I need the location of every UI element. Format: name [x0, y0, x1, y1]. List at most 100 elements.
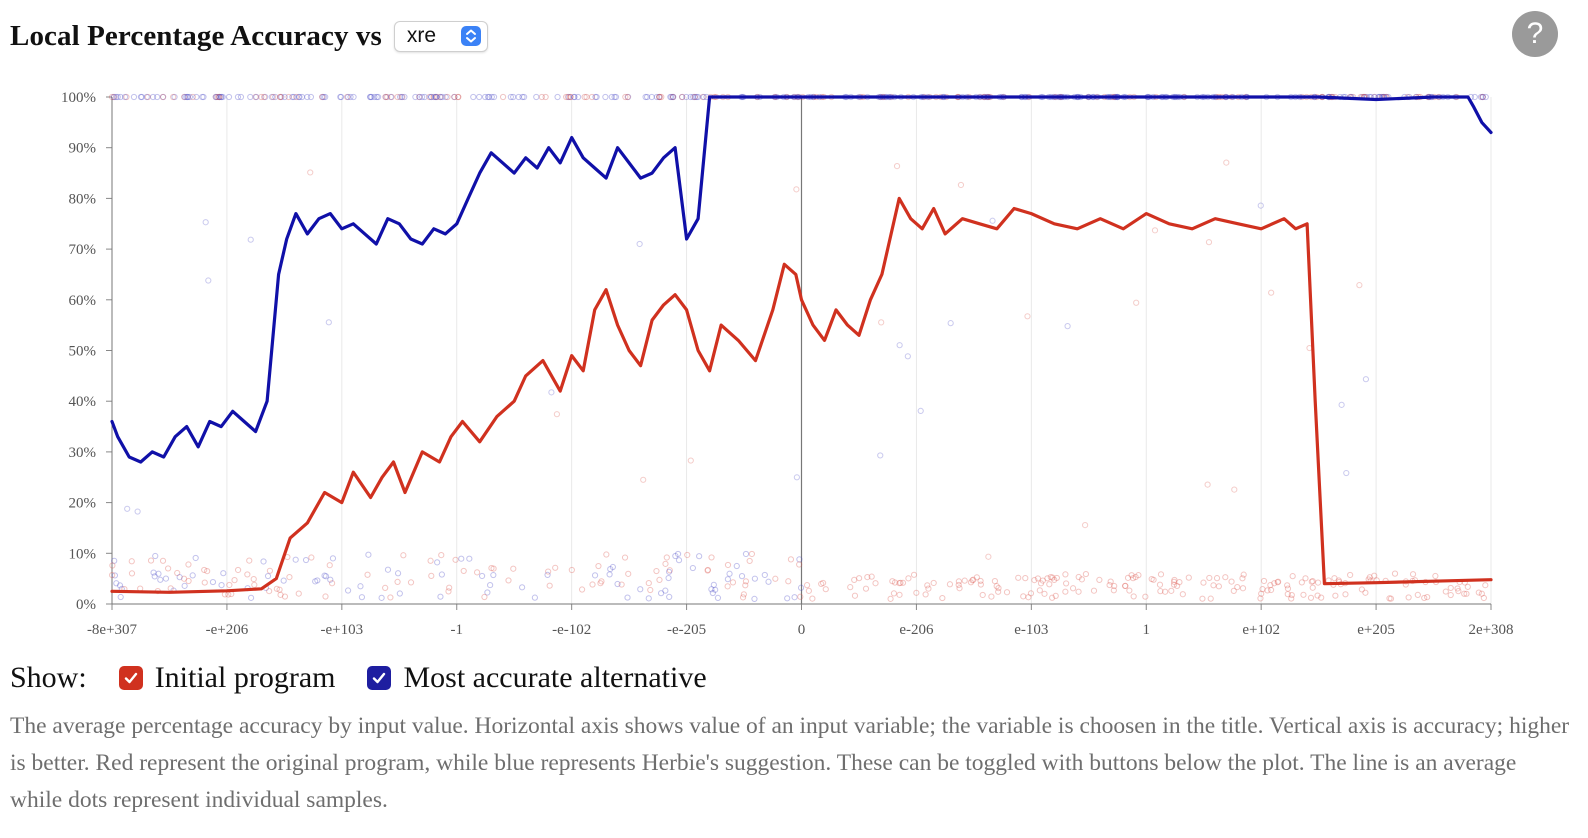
- sample-dot: [478, 572, 486, 580]
- sample-dot: [726, 570, 733, 577]
- sample-dot: [714, 594, 722, 601]
- sample-dot: [337, 93, 344, 101]
- y-tick-label: 50%: [69, 344, 97, 360]
- help-button[interactable]: ?: [1512, 11, 1558, 57]
- sample-dot: [292, 556, 299, 563]
- sample-dot: [818, 580, 825, 587]
- sample-dot: [872, 580, 879, 587]
- sample-dot: [438, 571, 445, 578]
- sample-dot: [761, 571, 768, 579]
- series-line-most-accurate-alternative: [110, 95, 1493, 464]
- sample-dot: [1150, 576, 1157, 583]
- sample-dot: [1471, 93, 1478, 101]
- checkbox-checked-icon[interactable]: [367, 666, 392, 690]
- sample-dot: [1480, 594, 1487, 602]
- sample-dot: [970, 576, 977, 583]
- sample-dot: [1205, 239, 1213, 246]
- sample-dot: [668, 93, 675, 101]
- sample-dot: [302, 556, 310, 564]
- sample-dot: [1044, 575, 1051, 582]
- sample-dot: [675, 557, 683, 564]
- sample-dot: [581, 93, 588, 101]
- variable-select[interactable]: xre: [393, 20, 488, 52]
- sample-dot: [266, 588, 273, 595]
- sample-dot: [603, 551, 610, 558]
- sample-dot: [985, 553, 992, 560]
- sample-dot: [367, 93, 374, 101]
- sample-dot: [1482, 93, 1489, 101]
- sample-dot: [564, 93, 571, 101]
- sample-dot: [598, 578, 605, 585]
- sample-dot: [1148, 575, 1155, 583]
- checkbox-checked-icon[interactable]: [118, 666, 143, 690]
- sample-dot: [591, 572, 599, 579]
- sample-dot: [567, 93, 574, 101]
- sample-dot: [1052, 592, 1059, 599]
- sample-dot: [625, 570, 632, 577]
- sample-dot: [185, 561, 192, 568]
- legend: Show: Initial program Most accurate alte…: [10, 658, 707, 698]
- toggle-initial-program[interactable]: Initial program: [118, 661, 335, 695]
- sample-dot: [466, 555, 473, 562]
- sample-dot: [510, 93, 517, 101]
- sample-dot: [1107, 578, 1114, 585]
- sample-dot: [507, 93, 514, 101]
- sample-dot: [460, 567, 467, 575]
- sample-dot: [416, 93, 423, 101]
- sample-dot: [905, 575, 912, 582]
- sample-dot: [663, 554, 670, 561]
- sample-dot: [451, 93, 458, 101]
- sample-dot: [957, 181, 965, 189]
- sample-dot: [247, 236, 254, 243]
- sample-dot: [1215, 583, 1222, 590]
- sample-dot: [442, 93, 449, 101]
- sample-dot: [612, 93, 620, 101]
- sample-dot: [565, 93, 572, 101]
- y-tick-label: 10%: [69, 546, 97, 562]
- sample-dot: [159, 557, 167, 564]
- sample-dot: [973, 574, 980, 581]
- sample-dot: [1288, 591, 1295, 599]
- sample-dot: [1142, 593, 1149, 600]
- sample-dot: [113, 580, 120, 587]
- sample-dot: [666, 593, 673, 600]
- sample-dot: [1387, 595, 1395, 602]
- sample-dot: [1257, 202, 1264, 209]
- sample-dot: [515, 93, 522, 101]
- sample-dot: [357, 583, 364, 590]
- sample-dot: [856, 575, 863, 582]
- sample-dot: [451, 93, 458, 101]
- sample-dot: [691, 93, 699, 101]
- sample-dot: [1260, 577, 1268, 585]
- sample-dots: [108, 93, 1489, 602]
- sample-dot: [277, 93, 284, 101]
- sample-dot: [276, 586, 283, 593]
- sample-dot: [740, 591, 747, 598]
- sample-dot: [181, 93, 188, 101]
- sample-dot: [185, 577, 192, 585]
- sample-dot: [374, 93, 382, 101]
- sample-dot: [216, 93, 223, 101]
- sample-dot: [189, 93, 196, 101]
- sample-dot: [890, 590, 898, 597]
- sample-dot: [171, 93, 178, 101]
- sample-dot: [653, 93, 660, 101]
- sample-dot: [277, 591, 284, 598]
- sample-dot: [219, 93, 226, 101]
- sample-dot: [388, 93, 395, 101]
- toggle-most-accurate-alternative[interactable]: Most accurate alternative: [367, 661, 707, 695]
- sample-dot: [666, 567, 673, 574]
- sample-dot: [201, 579, 208, 586]
- sample-dot: [751, 595, 758, 602]
- sample-dot: [658, 93, 665, 101]
- sample-dot: [1110, 587, 1117, 594]
- sample-dot: [428, 93, 435, 101]
- sample-dot: [1318, 594, 1325, 601]
- sample-dot: [1162, 588, 1169, 595]
- sample-dot: [387, 93, 394, 101]
- x-tick-label: -e-102: [552, 622, 591, 638]
- sample-dot: [822, 586, 829, 593]
- y-tick-label: 100%: [61, 90, 96, 106]
- sample-dot: [796, 556, 803, 563]
- sample-dot: [947, 320, 954, 327]
